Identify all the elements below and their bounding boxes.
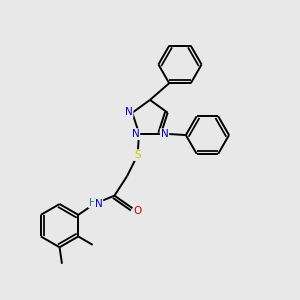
Text: H: H [89, 197, 96, 208]
Text: S: S [134, 150, 141, 160]
Text: N: N [125, 107, 133, 117]
Text: O: O [134, 206, 142, 216]
Text: N: N [161, 129, 168, 139]
Text: N: N [95, 199, 102, 209]
Text: N: N [132, 129, 139, 139]
